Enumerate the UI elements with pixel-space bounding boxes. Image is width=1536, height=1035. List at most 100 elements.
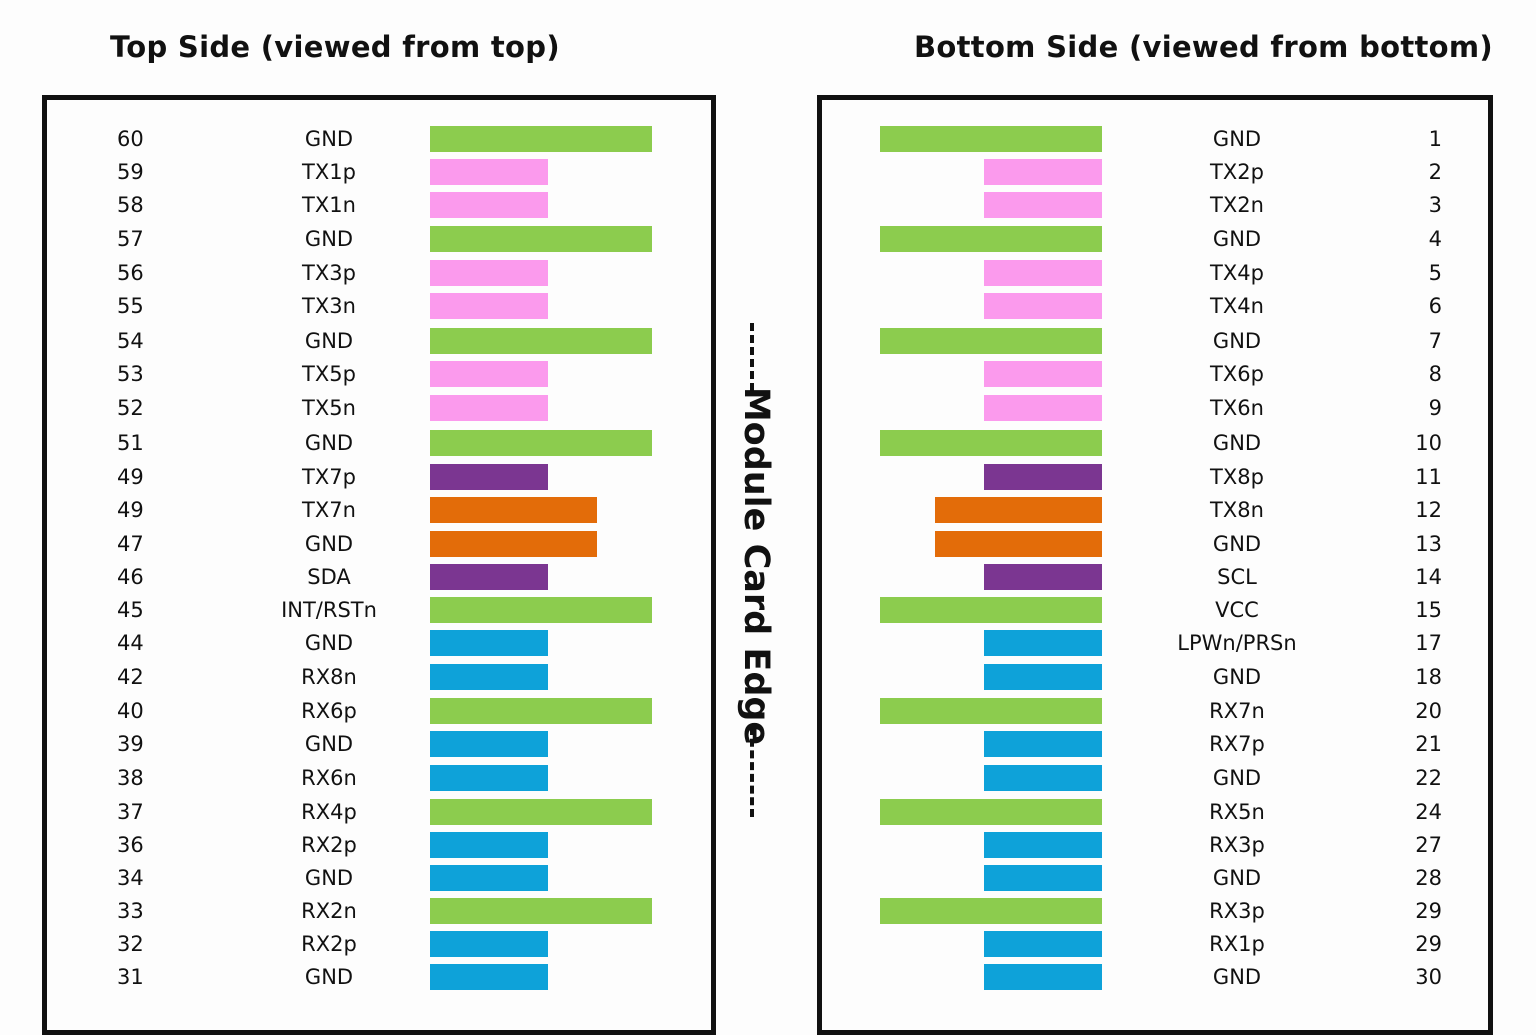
pin-contact-pad bbox=[430, 664, 548, 690]
pin-signal-name: GND bbox=[1212, 431, 1262, 455]
pin-number: 39 bbox=[117, 732, 144, 756]
pin-number: 40 bbox=[117, 699, 144, 723]
pin-signal-name: TX4n bbox=[1210, 294, 1264, 318]
top-side-title: Top Side (viewed from top) bbox=[110, 30, 560, 64]
top-pin-row: 39 GND bbox=[47, 729, 711, 759]
top-pin-row: 34 GND bbox=[47, 863, 711, 893]
top-pin-row: 55 TX3n bbox=[47, 291, 711, 321]
pin-signal-name: GND bbox=[304, 631, 354, 655]
pin-contact-pad bbox=[984, 159, 1102, 185]
pin-signal-name: GND bbox=[304, 329, 354, 353]
pin-contact-pad bbox=[984, 361, 1102, 387]
pin-number: 49 bbox=[117, 465, 144, 489]
pin-signal-name: TX4p bbox=[1210, 261, 1264, 285]
pin-contact-pad bbox=[430, 531, 597, 557]
pin-number: 30 bbox=[1415, 965, 1442, 989]
pin-contact-pad bbox=[430, 226, 652, 252]
pin-contact-pad bbox=[984, 395, 1102, 421]
pin-signal-name: INT/RSTn bbox=[281, 598, 377, 622]
pin-contact-pad bbox=[430, 765, 548, 791]
pin-contact-pad bbox=[984, 964, 1102, 990]
pin-number: 24 bbox=[1415, 800, 1442, 824]
bottom-pin-row: 11 TX8p bbox=[822, 462, 1488, 492]
pin-signal-name: GND bbox=[1212, 866, 1262, 890]
pin-number: 9 bbox=[1428, 396, 1442, 420]
pin-signal-name: RX1p bbox=[1209, 932, 1265, 956]
pin-contact-pad bbox=[430, 464, 548, 490]
pin-number: 54 bbox=[117, 329, 144, 353]
bottom-pin-row: 21 RX7p bbox=[822, 729, 1488, 759]
pin-number: 37 bbox=[117, 800, 144, 824]
pin-contact-pad bbox=[935, 531, 1102, 557]
top-side-panel: 60 GND 59 TX1p 58 TX1n 57 GND 56 TX3p 55 TX3n 54 GND 5… bbox=[42, 95, 716, 1035]
pin-contact-pad bbox=[430, 395, 548, 421]
pin-number: 47 bbox=[117, 532, 144, 556]
top-pin-row: 37 RX4p bbox=[47, 797, 711, 827]
pin-number: 27 bbox=[1415, 833, 1442, 857]
pin-number: 55 bbox=[117, 294, 144, 318]
bottom-pin-row: 17 LPWn/PRSn bbox=[822, 628, 1488, 658]
pin-contact-pad bbox=[984, 260, 1102, 286]
pin-signal-name: GND bbox=[1212, 965, 1262, 989]
pin-number: 6 bbox=[1428, 294, 1442, 318]
top-pin-row: 54 GND bbox=[47, 326, 711, 356]
module-card-edge-label: Module Card Edge bbox=[736, 386, 776, 746]
top-pin-row: 44 GND bbox=[47, 628, 711, 658]
pin-number: 60 bbox=[117, 127, 144, 151]
pin-contact-pad bbox=[984, 765, 1102, 791]
bottom-pin-row: 10 GND bbox=[822, 428, 1488, 458]
pin-signal-name: TX8p bbox=[1210, 465, 1264, 489]
pin-contact-pad bbox=[984, 931, 1102, 957]
pin-contact-pad bbox=[430, 799, 652, 825]
pin-number: 13 bbox=[1415, 532, 1442, 556]
pin-contact-pad bbox=[880, 898, 1102, 924]
bottom-pin-row: 18 GND bbox=[822, 662, 1488, 692]
bottom-pin-row: 4 GND bbox=[822, 224, 1488, 254]
pin-number: 17 bbox=[1415, 631, 1442, 655]
pin-number: 1 bbox=[1428, 127, 1442, 151]
pin-signal-name: RX4p bbox=[301, 800, 357, 824]
pin-number: 22 bbox=[1415, 766, 1442, 790]
pin-number: 29 bbox=[1415, 932, 1442, 956]
pin-signal-name: RX6p bbox=[301, 699, 357, 723]
pin-signal-name: VCC bbox=[1215, 598, 1259, 622]
pin-signal-name: GND bbox=[1212, 532, 1262, 556]
pin-contact-pad bbox=[984, 630, 1102, 656]
bottom-pin-row: 2 TX2p bbox=[822, 157, 1488, 187]
pin-signal-name: RX2p bbox=[301, 932, 357, 956]
edge-dashed-line-upper bbox=[750, 323, 754, 391]
pin-number: 28 bbox=[1415, 866, 1442, 890]
pin-signal-name: RX5n bbox=[1209, 800, 1265, 824]
pin-contact-pad bbox=[430, 192, 548, 218]
pin-contact-pad bbox=[880, 799, 1102, 825]
top-pin-row: 56 TX3p bbox=[47, 258, 711, 288]
pin-contact-pad bbox=[430, 898, 652, 924]
pin-contact-pad bbox=[984, 664, 1102, 690]
pin-contact-pad bbox=[430, 597, 652, 623]
edge-dashed-line-lower bbox=[750, 727, 754, 817]
pin-contact-pad bbox=[984, 293, 1102, 319]
pin-number: 52 bbox=[117, 396, 144, 420]
pin-contact-pad bbox=[430, 430, 652, 456]
bottom-pin-row: 9 TX6n bbox=[822, 393, 1488, 423]
pin-signal-name: GND bbox=[1212, 227, 1262, 251]
pin-signal-name: GND bbox=[1212, 329, 1262, 353]
pin-contact-pad bbox=[430, 497, 597, 523]
pin-number: 59 bbox=[117, 160, 144, 184]
pin-signal-name: RX8n bbox=[301, 665, 357, 689]
pin-contact-pad bbox=[430, 630, 548, 656]
pin-number: 29 bbox=[1415, 899, 1442, 923]
pin-contact-pad bbox=[984, 731, 1102, 757]
pin-contact-pad bbox=[430, 931, 548, 957]
pin-contact-pad bbox=[935, 497, 1102, 523]
bottom-pin-row: 1 GND bbox=[822, 124, 1488, 154]
pin-signal-name: GND bbox=[1212, 127, 1262, 151]
pin-number: 49 bbox=[117, 498, 144, 522]
pin-number: 58 bbox=[117, 193, 144, 217]
pin-contact-pad bbox=[430, 731, 548, 757]
pin-number: 7 bbox=[1428, 329, 1442, 353]
pin-number: 15 bbox=[1415, 598, 1442, 622]
pin-signal-name: GND bbox=[304, 866, 354, 890]
pin-number: 46 bbox=[117, 565, 144, 589]
bottom-pin-row: 12 TX8n bbox=[822, 495, 1488, 525]
